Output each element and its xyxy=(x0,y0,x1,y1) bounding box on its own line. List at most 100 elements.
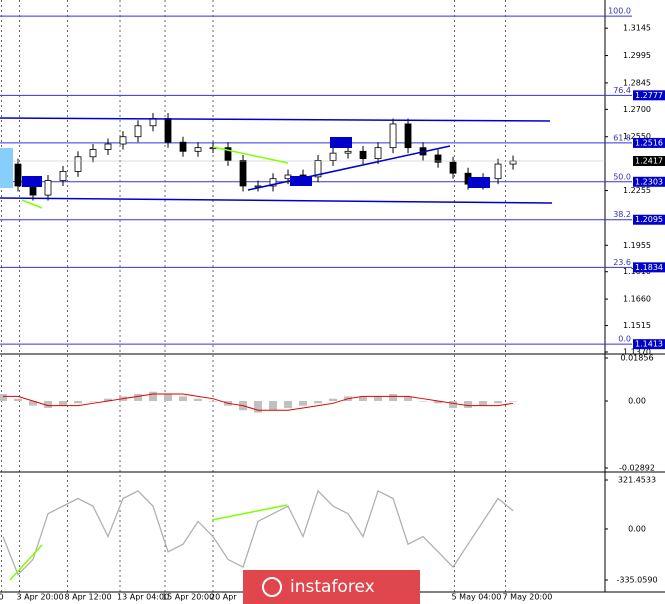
macd-bar xyxy=(104,398,113,401)
candle-body xyxy=(314,160,322,178)
macd-bar xyxy=(434,400,443,404)
zone-box xyxy=(290,176,312,186)
macd-bar xyxy=(479,400,488,406)
candle-body xyxy=(74,156,82,172)
candle-body xyxy=(434,154,442,163)
annotations xyxy=(0,117,553,581)
y-tick-label: 1.2995 xyxy=(623,51,651,60)
candle-body xyxy=(239,160,247,187)
highlight-box xyxy=(0,148,13,188)
divergence-line xyxy=(21,199,43,209)
y-tick-label: 1.1660 xyxy=(623,295,651,304)
fib-price-box xyxy=(633,339,665,350)
divergence-line xyxy=(9,544,43,581)
fib-label: 0.0 xyxy=(618,335,631,344)
fib-label: 50.0 xyxy=(613,172,631,181)
candle-body xyxy=(224,147,232,161)
candle-body xyxy=(134,125,142,138)
y-tick-label: 321.4533 xyxy=(618,476,656,485)
watermark: instaforex xyxy=(290,577,375,597)
fib-label: 23.6 xyxy=(613,258,631,267)
candle-body xyxy=(44,180,52,196)
macd-bar xyxy=(29,400,38,406)
macd-bar xyxy=(404,396,413,401)
candle-body xyxy=(269,178,277,187)
fib-price-box xyxy=(633,137,665,148)
candle-body xyxy=(164,118,172,143)
macd-bar xyxy=(44,400,53,408)
macd-bar xyxy=(389,394,398,401)
macd-bar xyxy=(254,400,263,413)
y-tick-label: 1.2550 xyxy=(623,132,651,141)
macd-bar xyxy=(359,396,368,401)
y-tick-label: 1.2845 xyxy=(623,78,651,87)
x-tick-label: 15 Apr 20:00 xyxy=(162,593,214,602)
fib-price: 1.1834 xyxy=(635,263,663,272)
candle-body xyxy=(329,152,337,161)
macd-bar xyxy=(329,398,338,401)
macd-bar xyxy=(494,400,503,404)
macd-bar xyxy=(314,400,323,404)
zone-box xyxy=(22,176,42,187)
candle-body xyxy=(359,150,367,160)
y-tick-label: 1.1515 xyxy=(623,321,651,330)
signal-line xyxy=(3,393,514,411)
current-price: 1.2417 xyxy=(635,156,663,165)
candle-body xyxy=(344,150,352,154)
y-tick-label: 0.01856 xyxy=(620,354,653,363)
candle-body xyxy=(119,136,127,145)
fib-price: 1.2303 xyxy=(635,177,663,186)
fib-label: 61.8 xyxy=(613,133,631,142)
candle-body xyxy=(494,163,502,180)
fib-price-box xyxy=(633,90,665,101)
x-tick-label: 8 Apr 12:00 xyxy=(65,593,112,602)
candle-body xyxy=(29,185,37,196)
candle-body xyxy=(389,123,397,149)
macd-bar xyxy=(194,398,203,401)
x-tick-label: 0 xyxy=(0,593,4,602)
macd-bar xyxy=(299,400,308,406)
x-tick-label: 13 Apr 04:00 xyxy=(117,593,169,602)
cci-line xyxy=(2,489,514,576)
macd-bar xyxy=(134,394,143,401)
macd-bar xyxy=(509,400,518,402)
macd-bar xyxy=(464,400,473,408)
candle-body xyxy=(509,160,517,165)
macd-bar xyxy=(14,398,23,401)
fib-price: 1.2516 xyxy=(635,138,663,147)
fib-price: 1.2095 xyxy=(635,215,663,224)
y-tick-label: 1.1955 xyxy=(623,241,651,250)
fib-price: 1.1413 xyxy=(635,340,663,349)
y-tick-label: 1.3145 xyxy=(623,24,651,33)
macd-bar xyxy=(164,394,173,401)
y-tick-label: 1.2255 xyxy=(623,186,651,195)
fib-price-box xyxy=(633,176,665,187)
macd-bar xyxy=(59,400,68,406)
candle-body xyxy=(179,141,187,152)
watermark-icon xyxy=(262,577,282,597)
fib-label: 100.0 xyxy=(608,7,631,16)
macd-bar xyxy=(449,400,458,408)
macd-bar xyxy=(0,394,8,401)
candle-body xyxy=(104,143,112,150)
macd-bar xyxy=(149,391,158,401)
macd-bar xyxy=(269,400,278,411)
candle-body xyxy=(89,149,97,158)
y-tick-label: 0.00 xyxy=(628,396,646,405)
x-tick-label: 3 Apr 20:00 xyxy=(17,593,64,602)
channel-bottom xyxy=(0,197,553,204)
macd-bar xyxy=(419,400,428,402)
candle-body xyxy=(449,161,457,174)
candle-body xyxy=(194,147,202,152)
current-price-box xyxy=(633,155,665,166)
y-tick-label: 0.00 xyxy=(628,524,646,533)
y-tick-label: 1.2700 xyxy=(623,105,651,114)
channel-top xyxy=(0,117,551,122)
macd-bar xyxy=(89,400,98,402)
x-tick-label: 5 May 04:00 xyxy=(452,593,502,602)
candle-body xyxy=(14,163,22,187)
y-tick-label: -335.0590 xyxy=(616,576,657,585)
divergence-line xyxy=(211,504,288,521)
macd-bar xyxy=(74,400,83,404)
